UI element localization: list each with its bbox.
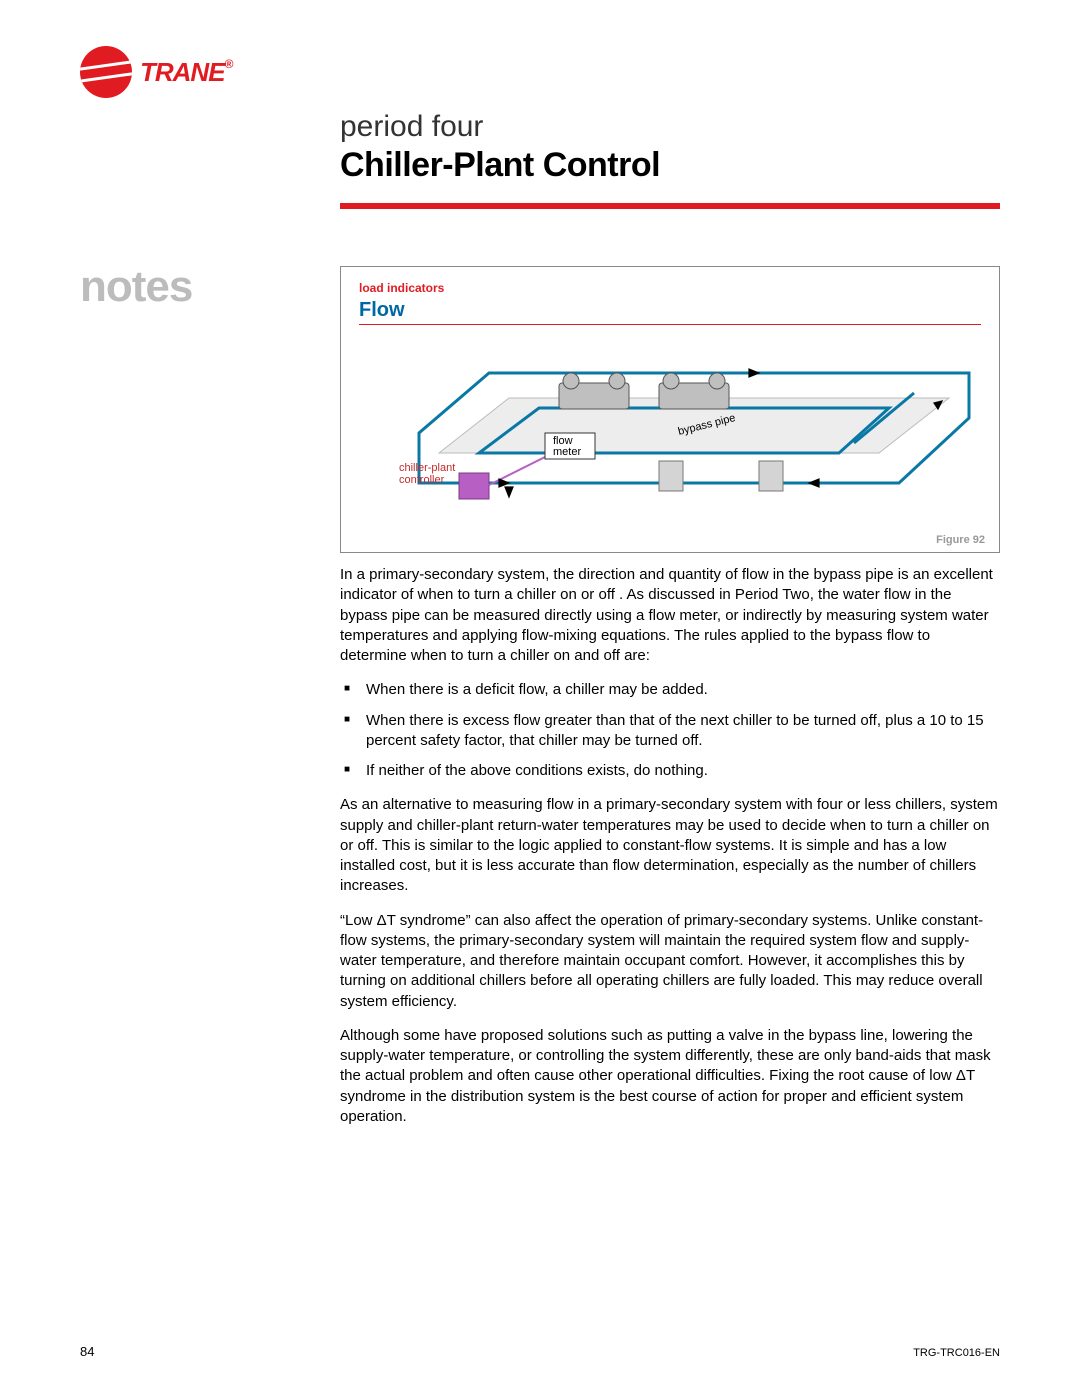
paragraph-3: “Low ΔT syndrome” can also affect the op… [340,911,1000,1012]
page-header: period four Chiller-Plant Control [340,110,1000,209]
page-number: 84 [80,1344,94,1359]
logo-globe-icon [80,46,132,98]
notes-watermark: notes [80,262,192,312]
bullet-item: If neither of the above conditions exist… [340,761,1000,781]
figure-caption: Figure 92 [936,534,985,546]
page-title: Chiller-Plant Control [340,146,1000,185]
bullet-item: When there is excess flow greater than t… [340,711,1000,752]
bullet-item: When there is a deficit flow, a chiller … [340,680,1000,700]
svg-text:meter: meter [553,446,581,458]
paragraph-4: Although some have proposed solutions su… [340,1026,1000,1127]
flow-diagram: chiller-plant controller flow meter bypa… [359,333,981,523]
period-label: period four [340,110,1000,144]
svg-text:controller: controller [399,474,445,486]
body-content: In a primary-secondary system, the direc… [340,565,1000,1141]
svg-text:chiller-plant: chiller-plant [399,462,455,474]
brand-name-text: TRANE [140,57,225,87]
brand-logo: TRANE® [80,46,232,98]
figure-title: Flow [359,299,981,325]
figure-panel: load indicators Flow [340,266,1000,553]
document-id: TRG-TRC016-EN [913,1347,1000,1359]
paragraph-1: In a primary-secondary system, the direc… [340,565,1000,666]
paragraph-2: As an alternative to measuring flow in a… [340,795,1000,896]
brand-name: TRANE® [140,57,232,88]
header-divider [340,203,1000,209]
figure-supertitle: load indicators [359,281,981,295]
bullet-list: When there is a deficit flow, a chiller … [340,680,1000,781]
